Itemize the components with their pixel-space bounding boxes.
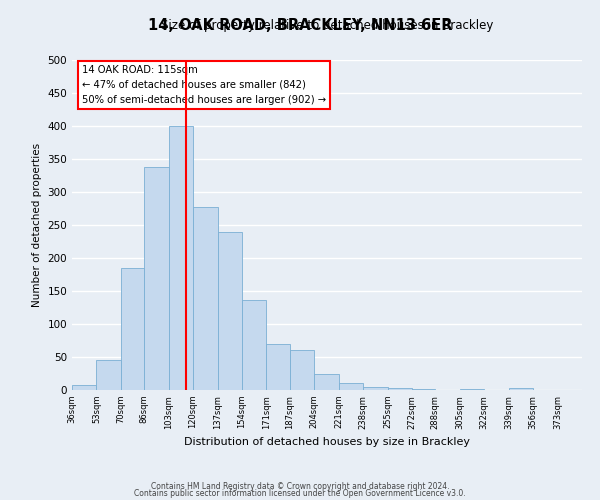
Text: Contains public sector information licensed under the Open Government Licence v3: Contains public sector information licen…: [134, 488, 466, 498]
Bar: [388, 388, 412, 390]
Text: 14 OAK ROAD: 115sqm
← 47% of detached houses are smaller (842)
50% of semi-detac: 14 OAK ROAD: 115sqm ← 47% of detached ho…: [82, 65, 326, 104]
X-axis label: Distribution of detached houses by size in Brackley: Distribution of detached houses by size …: [184, 437, 470, 447]
Text: Contains HM Land Registry data © Crown copyright and database right 2024.: Contains HM Land Registry data © Crown c…: [151, 482, 449, 491]
Bar: [509, 388, 533, 390]
Bar: [218, 232, 242, 390]
Bar: [72, 384, 97, 390]
Text: 14, OAK ROAD, BRACKLEY, NN13 6ER: 14, OAK ROAD, BRACKLEY, NN13 6ER: [148, 18, 452, 32]
Bar: [290, 350, 314, 390]
Bar: [193, 206, 218, 390]
Bar: [242, 300, 266, 390]
Bar: [169, 126, 193, 390]
Y-axis label: Number of detached properties: Number of detached properties: [32, 143, 42, 307]
Bar: [144, 167, 169, 390]
Bar: [266, 344, 290, 390]
Title: Size of property relative to detached houses in Brackley: Size of property relative to detached ho…: [161, 20, 493, 32]
Bar: [314, 374, 338, 390]
Bar: [363, 386, 388, 390]
Bar: [121, 268, 144, 390]
Bar: [97, 360, 121, 390]
Bar: [338, 384, 363, 390]
